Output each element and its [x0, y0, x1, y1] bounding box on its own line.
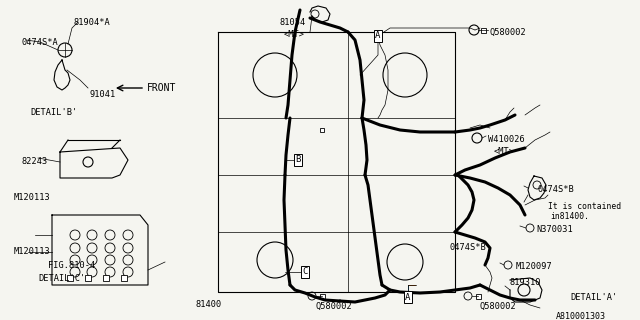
Bar [121, 275, 127, 281]
Text: FRONT: FRONT [147, 83, 177, 93]
Bar [103, 275, 109, 281]
Bar [476, 293, 481, 299]
Text: M120097: M120097 [516, 262, 553, 271]
Text: 82243: 82243 [22, 157, 48, 166]
Text: 0474S*B: 0474S*B [450, 243, 487, 252]
Text: FIG.810-4: FIG.810-4 [48, 261, 95, 270]
Text: 81054: 81054 [280, 18, 307, 27]
Text: C: C [302, 268, 308, 276]
Text: <MT>: <MT> [284, 30, 305, 39]
Text: Q580002: Q580002 [490, 28, 527, 37]
Text: DETAIL'A': DETAIL'A' [570, 293, 617, 302]
Text: <MT>: <MT> [494, 147, 515, 156]
Text: B: B [295, 156, 301, 164]
Text: DETAIL'B': DETAIL'B' [30, 108, 77, 117]
Bar [481, 28, 486, 33]
Bar [67, 275, 73, 281]
Text: 0474S*B: 0474S*B [538, 185, 575, 194]
Bar [320, 128, 324, 132]
Text: 81400: 81400 [195, 300, 221, 309]
Text: M120113: M120113 [14, 193, 51, 202]
Text: N370031: N370031 [536, 225, 573, 234]
Text: 91041: 91041 [90, 90, 116, 99]
Bar [319, 293, 324, 299]
Text: A810001303: A810001303 [556, 312, 606, 320]
Text: It is contained: It is contained [548, 202, 621, 211]
Text: in81400.: in81400. [550, 212, 589, 221]
Text: Q580002: Q580002 [480, 302, 516, 311]
Text: DETAIL'C': DETAIL'C' [38, 274, 85, 283]
Text: 81904*A: 81904*A [73, 18, 109, 27]
Text: 0474S*A: 0474S*A [22, 38, 59, 47]
Bar [85, 275, 91, 281]
Text: Q580002: Q580002 [316, 302, 353, 311]
Text: M120113: M120113 [14, 247, 51, 256]
Text: A: A [405, 292, 411, 301]
Text: A: A [375, 31, 381, 41]
Text: W410026: W410026 [488, 135, 525, 144]
Text: 81931O: 81931O [510, 278, 541, 287]
